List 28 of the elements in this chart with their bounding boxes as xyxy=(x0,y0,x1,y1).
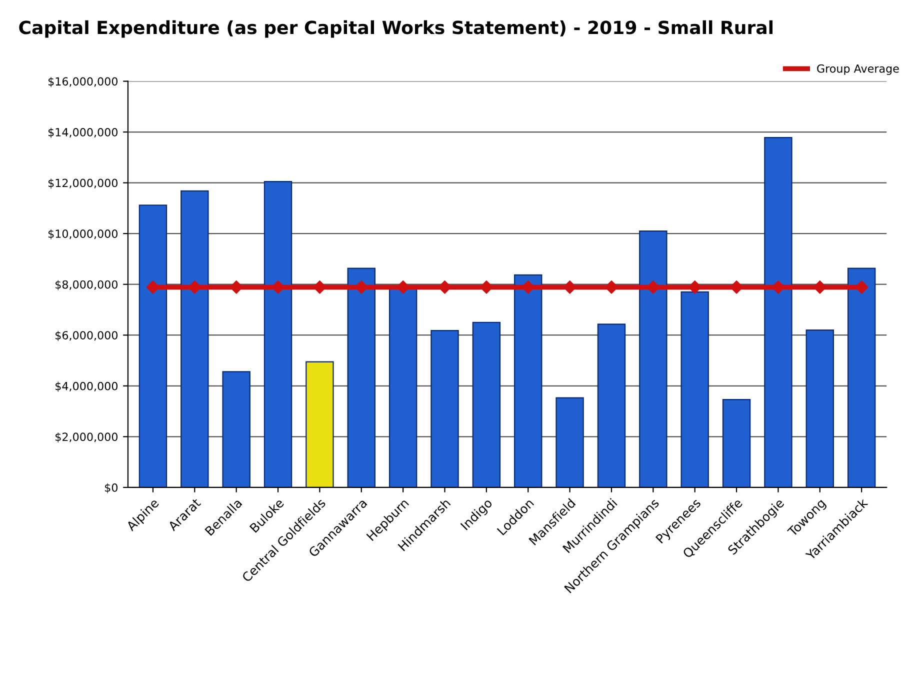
bar xyxy=(222,371,250,488)
bar xyxy=(264,180,292,488)
legend-label: Group Average xyxy=(817,64,899,75)
chart-title: Capital Expenditure (as per Capital Works Statement) - 2019 - Small Rural xyxy=(19,20,772,38)
bar xyxy=(347,268,376,488)
y-tick-label: $10,000,000 xyxy=(48,229,118,240)
y-tick-label: $12,000,000 xyxy=(48,178,118,189)
y-tick-label: $4,000,000 xyxy=(56,382,118,392)
bar xyxy=(847,268,876,488)
y-tick-label: $2,000,000 xyxy=(56,432,118,443)
bar xyxy=(556,397,584,488)
y-tick-label: $16,000,000 xyxy=(48,77,118,88)
y-tick-label: $8,000,000 xyxy=(56,280,118,290)
y-tick-label: $14,000,000 xyxy=(48,128,118,138)
bar xyxy=(597,324,626,488)
bar xyxy=(306,361,334,488)
bar xyxy=(680,291,709,488)
y-tick-label: $0 xyxy=(105,483,118,494)
bar xyxy=(180,190,209,488)
bar xyxy=(514,274,542,488)
y-tick-label: $6,000,000 xyxy=(56,330,118,341)
bar xyxy=(764,137,792,488)
bar xyxy=(430,330,459,488)
bar xyxy=(138,204,168,488)
bar xyxy=(806,329,834,488)
bar xyxy=(472,322,501,488)
bar xyxy=(722,399,751,488)
bar xyxy=(639,230,668,488)
